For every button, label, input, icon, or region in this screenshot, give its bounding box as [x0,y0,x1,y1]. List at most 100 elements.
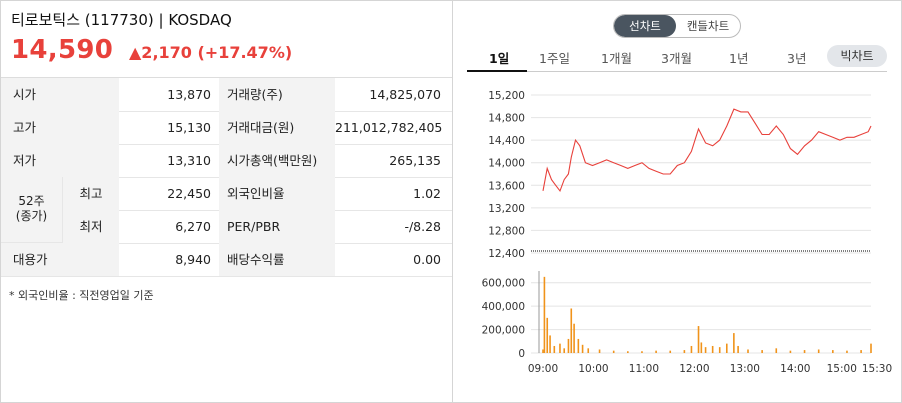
label-52w-high: 최고 [63,177,119,210]
time-tick-label: 10:00 [578,363,608,375]
label-foreign-ratio: 외국인비율 [219,177,335,210]
period-tabs: 1일 1주일 1개월 3개월 1년 3년 [467,46,887,73]
value-high: 15,130 [167,120,211,135]
price-tick-label: 14,800 [488,113,525,125]
volume-bar [581,344,584,353]
value-52w-high: 22,450 [167,186,211,201]
volume-bar [870,343,872,353]
volume-tick-label: 600,000 [482,278,525,290]
tab-1w[interactable]: 1주일 [539,51,570,66]
volume-bar [697,326,700,353]
time-tick-label: 15:30 [862,363,892,375]
volume-bar [683,350,686,353]
volume-bar [559,343,561,353]
volume-bar [704,347,707,353]
label-per-pbr: PER/PBR [219,210,335,243]
volume-bar [563,348,566,353]
value-trade-value: 211,012,782,405 [335,120,443,135]
value-per-pbr: -/8.28 [404,219,441,234]
week52-label-line2: (종가) [15,209,48,223]
time-tick-label: 13:00 [730,363,760,375]
label-low: 저가 [1,144,119,177]
price-change: ▲2,170 (+17.47%) [129,43,293,62]
price-tick-label: 12,400 [488,248,525,260]
time-tick-label: 12:00 [679,363,709,375]
label-volume: 거래량(주) [219,78,335,111]
volume-bar [577,338,580,353]
line-chart-button[interactable]: 선차트 [614,15,676,37]
value-52w-low: 6,270 [175,219,211,234]
value-market-cap: 265,135 [389,153,441,168]
volume-bar [655,350,657,353]
volume-tick-label: 400,000 [482,301,525,313]
value-dividend-yield: 0.00 [413,252,441,267]
value-collateral: 8,940 [175,252,211,267]
volume-bar [567,338,570,353]
stock-title[interactable]: 티로보틱스 (117730) | KOSDAQ [11,11,232,29]
volume-bar [860,350,862,353]
tab-1d[interactable]: 1일 [489,51,510,66]
volume-bar [641,351,643,353]
table-row: 대용가 8,940 배당수익률 0.00 [1,243,452,277]
volume-bar [570,308,573,353]
value-open: 13,870 [167,87,211,102]
week52-label-line1: 52주 [18,194,45,208]
tab-1m[interactable]: 1개월 [601,51,632,66]
label-collateral: 대용가 [1,243,119,276]
label-52w-low: 최저 [63,210,119,243]
price-tick-label: 14,000 [488,158,525,170]
volume-bar [718,347,721,353]
volume-bar [832,350,834,353]
volume-bar [761,350,763,353]
tab-divider [467,71,887,72]
volume-bar [553,345,556,353]
tab-3m[interactable]: 3개월 [661,51,692,66]
volume-bar [587,348,590,353]
volume-bar [725,343,728,353]
price-tick-label: 14,400 [488,135,525,147]
time-tick-label: 09:00 [528,363,558,375]
volume-bar [627,351,629,353]
label-trade-value: 거래대금(원) [219,111,335,144]
volume-bar [747,349,749,353]
big-chart-button[interactable]: 빅차트 [827,45,887,67]
table-row: 시가 13,870 거래량(주) 14,825,070 [1,78,452,112]
price-tick-label: 13,200 [488,203,525,215]
volume-bar [789,350,792,353]
value-volume: 14,825,070 [369,87,441,102]
volume-bar [546,317,549,353]
volume-bar [573,323,575,353]
volume-bar [846,350,848,353]
label-open: 시가 [1,78,119,111]
chart-type-toggle: 선차트 캔들차트 [613,14,741,38]
volume-bar [775,348,778,353]
volume-bar [549,335,551,353]
footnote: * 외국인비율 : 직전영업일 기준 [9,289,154,302]
volume-bar [612,350,615,353]
volume-bar [711,345,714,353]
volume-bar [669,350,672,353]
volume-bar [700,342,703,353]
tab-1y[interactable]: 1년 [729,51,749,66]
current-price: 14,590 [11,35,114,65]
time-tick-label: 11:00 [629,363,659,375]
candle-chart-button[interactable]: 캔들차트 [686,19,730,33]
volume-bar [598,349,601,353]
tab-3y[interactable]: 3년 [787,51,807,66]
price-tick-label: 15,200 [488,90,525,102]
summary-panel: 티로보틱스 (117730) | KOSDAQ 14,590 ▲2,170 (+… [1,1,453,402]
volume-bar [690,345,693,353]
stock-info-table: 시가 13,870 거래량(주) 14,825,070 고가 15,130 거래… [1,77,452,277]
table-row: 최고 22,450 외국인비율 1.02 [1,177,452,211]
volume-tick-label: 0 [518,348,525,360]
price-series-line [542,108,872,193]
active-tab-indicator [467,70,527,72]
label-dividend-yield: 배당수익률 [219,243,335,276]
volume-tick-label: 200,000 [482,325,525,337]
week52-label: 52주 (종가) [1,177,63,243]
volume-bar [803,350,806,353]
price-tick-label: 12,800 [488,225,525,237]
volume-bar [543,276,546,353]
